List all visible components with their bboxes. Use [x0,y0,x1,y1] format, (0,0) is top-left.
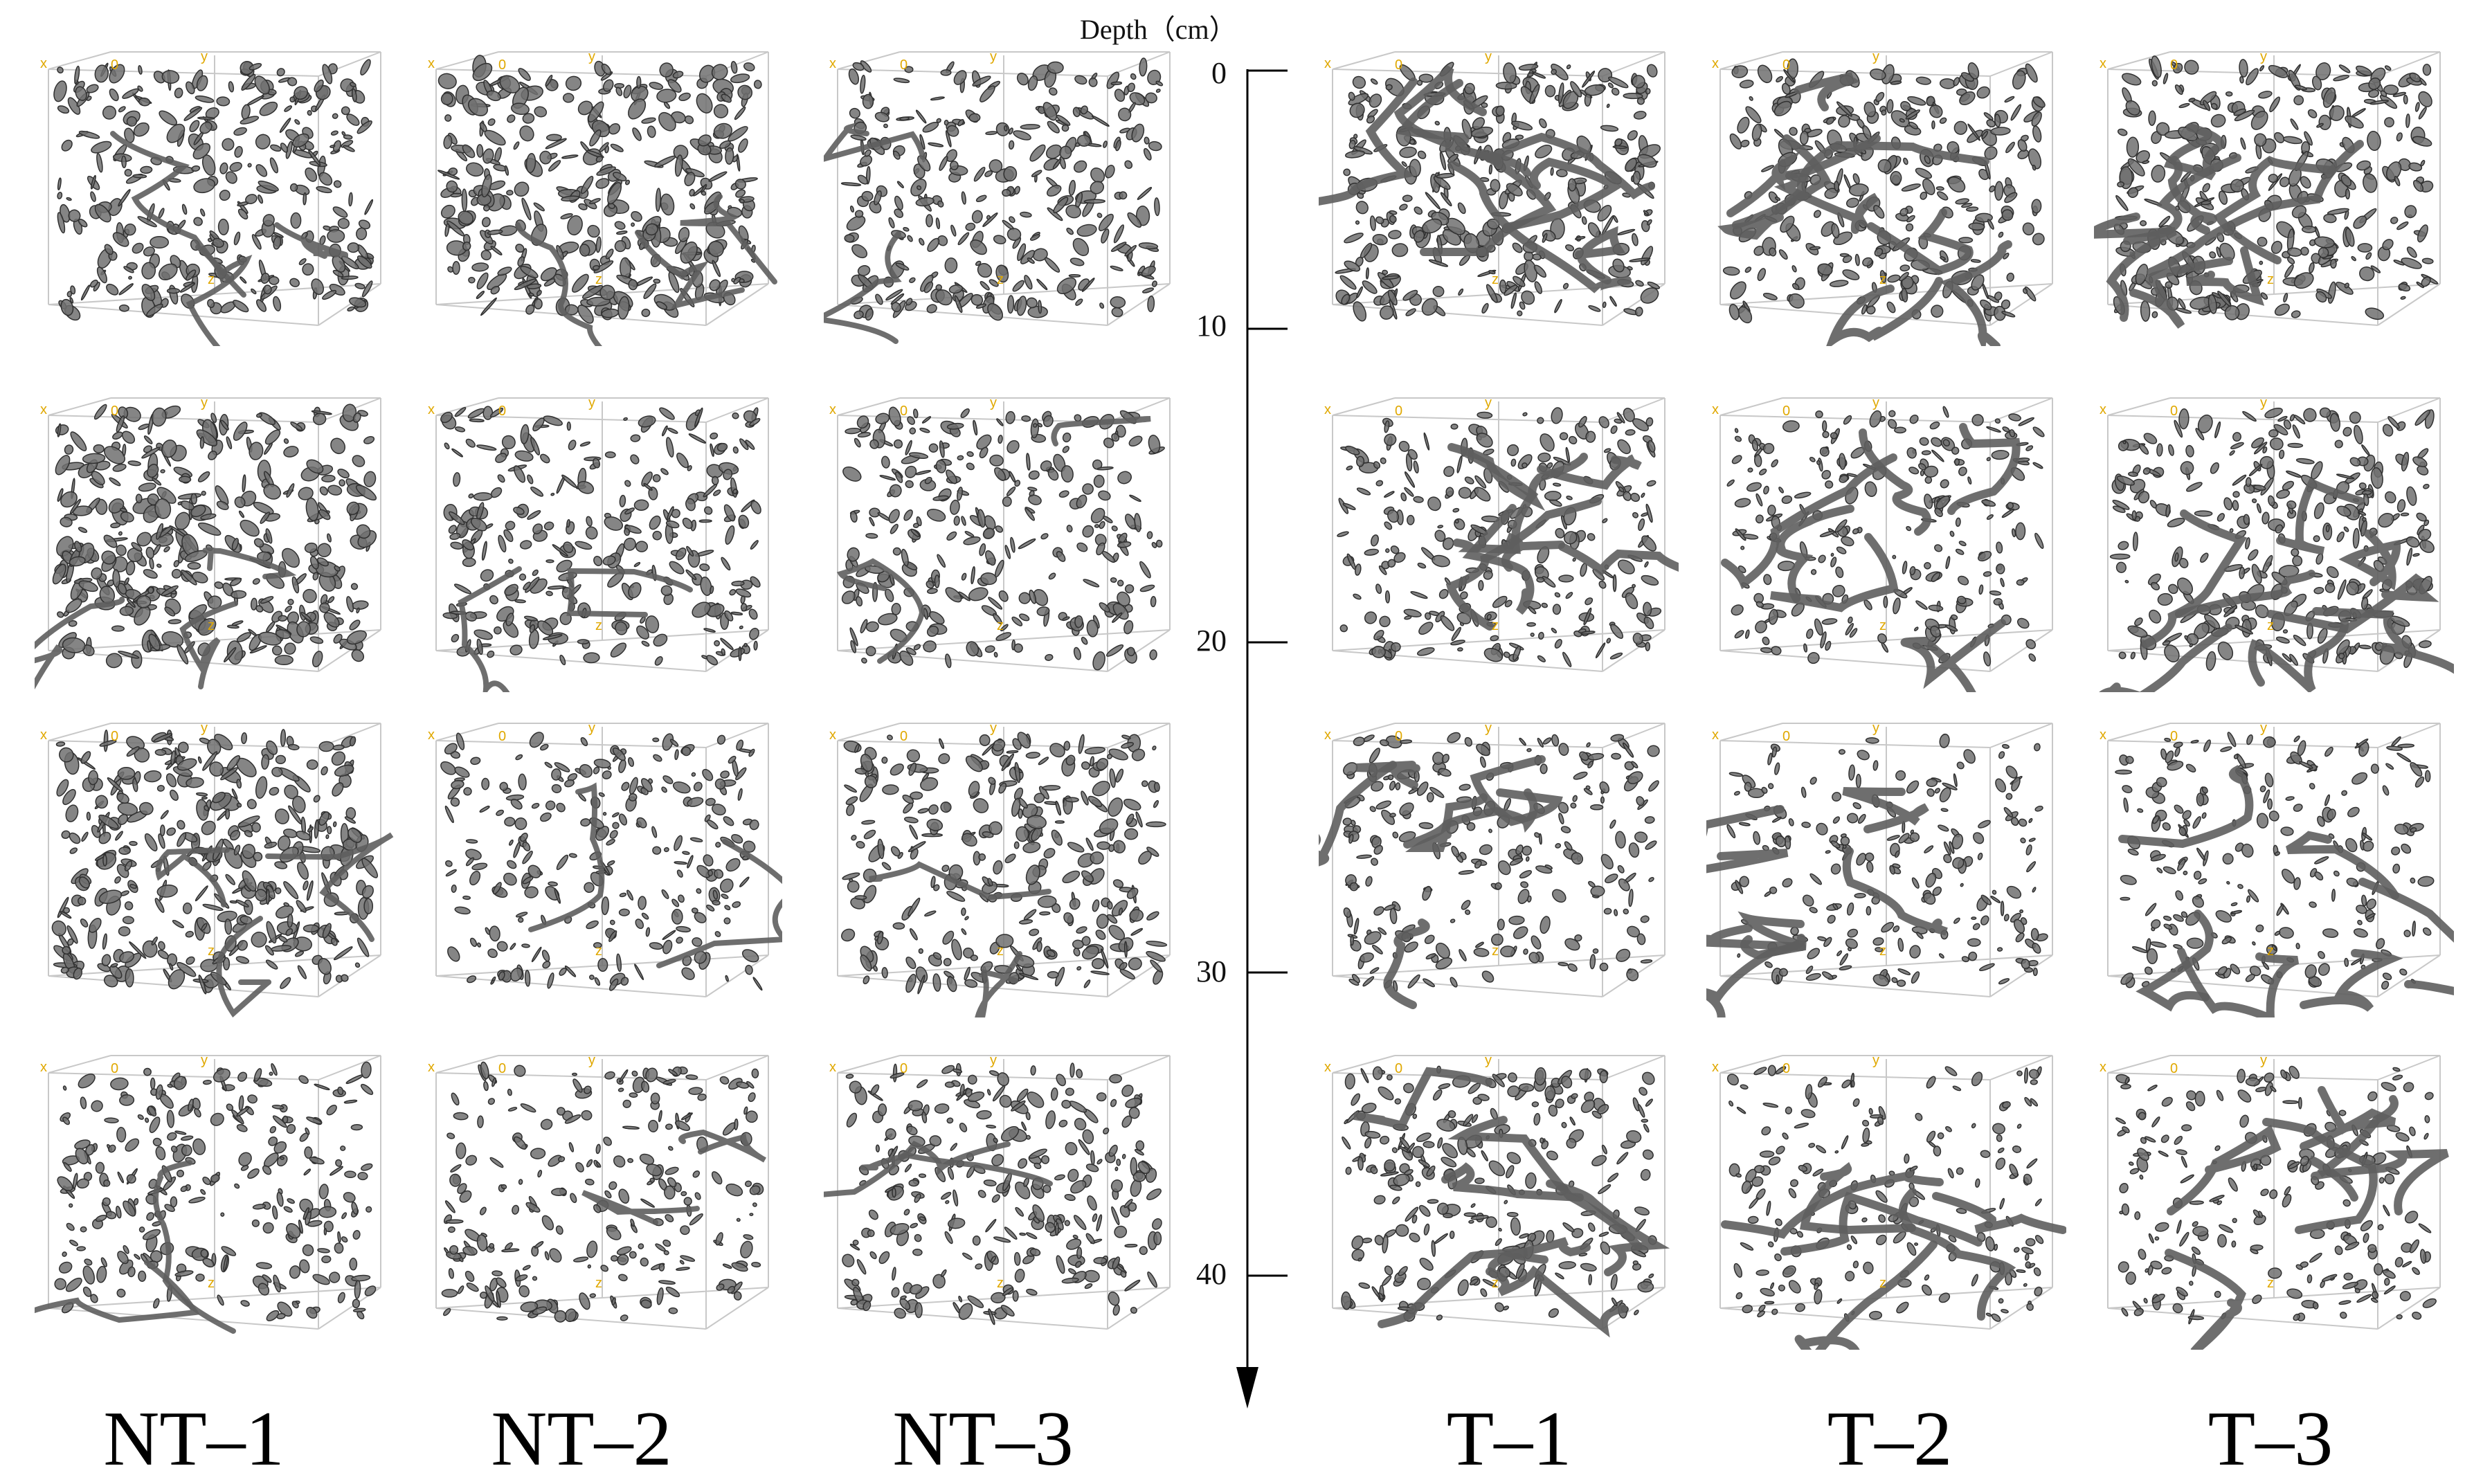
svg-text:0: 0 [900,404,908,419]
label-nt3: NT–3 [858,1395,1108,1484]
svg-text:0: 0 [111,57,118,73]
svg-text:y: y [990,395,997,410]
svg-text:z: z [2267,272,2274,287]
svg-text:y: y [2260,395,2267,410]
svg-text:0: 0 [1395,57,1402,73]
pore-cube-nt3-r1: x y z 0 [824,48,1184,346]
svg-text:y: y [201,395,208,410]
label-t1: T–1 [1384,1395,1634,1484]
svg-text:z: z [1492,272,1499,287]
svg-text:y: y [1485,395,1492,410]
svg-text:0: 0 [111,404,118,419]
svg-text:x: x [428,402,435,417]
pore-cube-t2-r2: x y z 0 [1706,395,2066,692]
pore-cube-nt1-r3: x y z 0 [35,720,395,1017]
pore-cube-nt3-r2: x y z 0 [824,395,1184,692]
svg-text:y: y [990,49,997,64]
label-t2: T–2 [1765,1395,2014,1484]
svg-text:x: x [2100,402,2106,417]
svg-text:z: z [1879,618,1886,633]
pore-cube-nt1-r2: x y z 0 [35,395,395,692]
svg-text:x: x [40,727,47,743]
svg-text:y: y [2260,49,2267,64]
svg-text:0: 0 [2170,404,2178,419]
pore-cube-t1-r1: x y z 0 [1319,48,1679,346]
svg-text:z: z [208,272,215,287]
label-nt2: NT–2 [457,1395,706,1484]
pore-cube-nt3-r3: x y z 0 [824,720,1184,1017]
svg-text:z: z [997,272,1004,287]
svg-text:0: 0 [2170,57,2178,73]
pore-cube-t3-r1: x y z 0 [2094,48,2454,346]
svg-text:z: z [595,272,602,287]
svg-text:z: z [595,618,602,633]
svg-text:z: z [997,943,1004,959]
svg-text:y: y [1872,49,1879,64]
pore-cube-nt1-r1: x y z 0 [35,48,395,346]
svg-text:x: x [40,402,47,417]
svg-text:y: y [201,721,208,736]
svg-text:x: x [829,402,836,417]
pore-cube-nt2-r3: x y z 0 [422,720,782,1017]
svg-text:x: x [2100,56,2106,71]
svg-text:x: x [829,727,836,743]
svg-text:x: x [428,56,435,71]
pore-cube-nt2-r1: x y z 0 [422,48,782,346]
svg-text:y: y [588,49,595,64]
svg-text:z: z [208,943,215,959]
svg-text:0: 0 [1395,404,1402,419]
svg-text:x: x [40,56,47,71]
label-nt1: NT–1 [69,1395,318,1484]
svg-text:z: z [1492,618,1499,633]
svg-text:0: 0 [498,729,506,744]
svg-text:0: 0 [900,57,908,73]
pore-cube-t2-r1: x y z 0 [1706,48,2066,346]
svg-text:z: z [997,618,1004,633]
svg-text:x: x [829,56,836,71]
svg-text:z: z [595,943,602,959]
svg-text:y: y [201,49,208,64]
svg-text:0: 0 [1782,57,1790,73]
pore-cube-t3-r2: x y z 0 [2094,395,2454,692]
svg-text:y: y [588,721,595,736]
label-t3: T–3 [2146,1395,2395,1484]
svg-text:y: y [990,721,997,736]
svg-text:y: y [1485,49,1492,64]
pore-cube-nt2-r2: x y z 0 [422,395,782,692]
svg-text:0: 0 [111,729,118,744]
svg-text:0: 0 [1782,404,1790,419]
svg-text:0: 0 [498,57,506,73]
pore-cube-t1-r2: x y z 0 [1319,395,1679,692]
svg-text:y: y [588,395,595,410]
svg-text:0: 0 [498,404,506,419]
svg-text:x: x [1712,402,1719,417]
svg-text:x: x [1324,402,1331,417]
svg-text:z: z [208,618,215,633]
svg-text:x: x [1712,56,1719,71]
svg-text:x: x [428,727,435,743]
svg-text:x: x [1324,56,1331,71]
svg-text:z: z [1879,272,1886,287]
svg-text:z: z [2267,618,2274,633]
svg-text:y: y [1872,395,1879,410]
svg-text:0: 0 [900,729,908,744]
